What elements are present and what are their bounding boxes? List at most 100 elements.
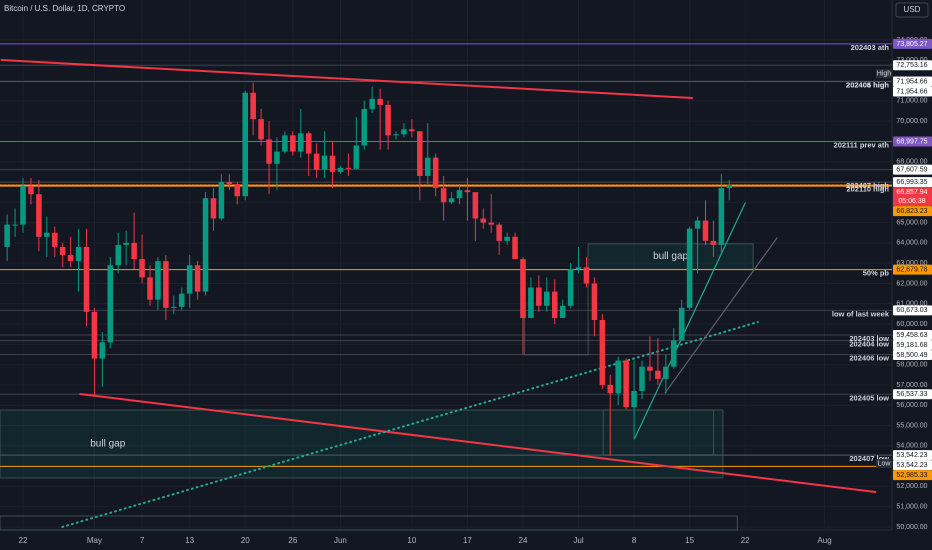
candle-body (329, 155, 336, 172)
candle-body (115, 244, 122, 266)
candle-body (377, 98, 383, 105)
candle-body (393, 134, 399, 136)
price-label-box (893, 187, 932, 207)
x-tick-label: 8 (632, 536, 637, 545)
currency[interactable]: USD (904, 5, 921, 14)
level-tag: High (877, 71, 892, 78)
x-tick-label: Jun (334, 536, 347, 545)
price-label-box (893, 450, 932, 461)
y-tick-label: 60,000.00 (896, 321, 927, 328)
candle-body (702, 220, 709, 241)
price-label: 68,997.75 (896, 138, 927, 145)
price-label-box (893, 76, 932, 87)
price-label-box (893, 136, 932, 147)
candle-body (99, 342, 106, 359)
candle-body (409, 129, 415, 132)
y-tick-label: 56,000.00 (896, 402, 927, 409)
y-tick-label: 65,000.00 (896, 219, 927, 226)
candle-body (131, 242, 137, 260)
candle-body (107, 265, 114, 343)
candle-body (12, 224, 18, 226)
currency-button[interactable] (895, 2, 929, 18)
candle-body (250, 92, 256, 120)
x-tick-label: 20 (241, 536, 250, 545)
candle-body (448, 198, 455, 203)
candle-body (163, 261, 169, 308)
candle-body (694, 220, 701, 229)
candle-body (51, 232, 58, 247)
candle-body (353, 145, 360, 169)
price-label-box (893, 60, 932, 71)
price-label: 56,537.33 (896, 391, 927, 398)
candle-body (385, 104, 391, 136)
price-label: 67,607.59 (896, 167, 927, 174)
level-note: 202404 high (846, 80, 889, 89)
x-tick-label: 24 (519, 536, 528, 545)
y-tick-label: 68,000.00 (896, 159, 927, 166)
price-label: 66,993.35 (896, 179, 927, 186)
candle-body (210, 198, 217, 219)
candle-body (607, 384, 614, 394)
price-label-box (893, 389, 932, 400)
level-note: 202406 low (849, 353, 889, 362)
y-tick-label: 50,000.00 (896, 524, 927, 531)
candle-body (218, 182, 225, 219)
candle-body (417, 131, 423, 176)
level-note: 50% pb (863, 269, 890, 278)
candle-body (520, 259, 526, 318)
candle-body (536, 287, 542, 306)
candle-body (226, 182, 233, 185)
candle-body (670, 340, 677, 367)
x-tick-label: 22 (741, 536, 750, 545)
y-tick-label: 70,000.00 (896, 118, 927, 125)
candle-body (313, 153, 320, 170)
candle-body (599, 319, 606, 385)
price-label-box (893, 264, 932, 275)
price-label-box (893, 206, 932, 217)
candle-body (194, 265, 201, 292)
candle-body (171, 306, 177, 308)
x-tick-label: 7 (140, 536, 145, 545)
price-label: 71,954.66 (896, 78, 927, 85)
zone-label: bull gap (653, 251, 688, 262)
candle-body (726, 184, 733, 189)
candle-body (639, 366, 645, 392)
x-tick-label: Jul (573, 536, 583, 545)
price-label-box (893, 86, 932, 97)
candle-body (472, 192, 479, 219)
trendline (61, 321, 759, 528)
level-note: 202407 low (849, 454, 889, 463)
candle-body (28, 186, 34, 195)
price-label: 72,753.16 (896, 62, 927, 69)
candle-body (655, 370, 661, 379)
y-tick-label: 58,000.00 (896, 361, 927, 368)
candle-body (504, 236, 510, 241)
candle-body (186, 265, 193, 294)
trendline (634, 202, 746, 439)
y-tick-label: 57,000.00 (896, 382, 927, 389)
trendline (0, 58, 694, 99)
price-label: 60,673.03 (896, 307, 927, 314)
y-tick-label: 62,000.00 (896, 280, 927, 287)
candle-body (139, 259, 145, 278)
candle-body (631, 391, 637, 408)
x-tick-label: 13 (185, 536, 194, 545)
zone (0, 515, 738, 531)
candle-body (559, 305, 566, 318)
level-note: 202403 low (849, 334, 889, 343)
countdown: 05:06:38 (898, 198, 925, 205)
candle-body (305, 133, 312, 154)
candle-body (686, 228, 693, 308)
y-tick-label: 63,000.00 (896, 260, 927, 267)
candle-body (75, 246, 82, 262)
candle-body (242, 92, 248, 197)
x-tick-label: 17 (463, 536, 472, 545)
candle-body (178, 293, 185, 307)
candle-body (551, 291, 558, 318)
level-note: low of last week (832, 309, 890, 318)
candle-body (202, 198, 209, 292)
level-tag-box (876, 69, 892, 79)
level-note: 202405 high (846, 80, 889, 89)
candle-body (591, 283, 598, 320)
level-note: 202403 ath (851, 43, 890, 52)
